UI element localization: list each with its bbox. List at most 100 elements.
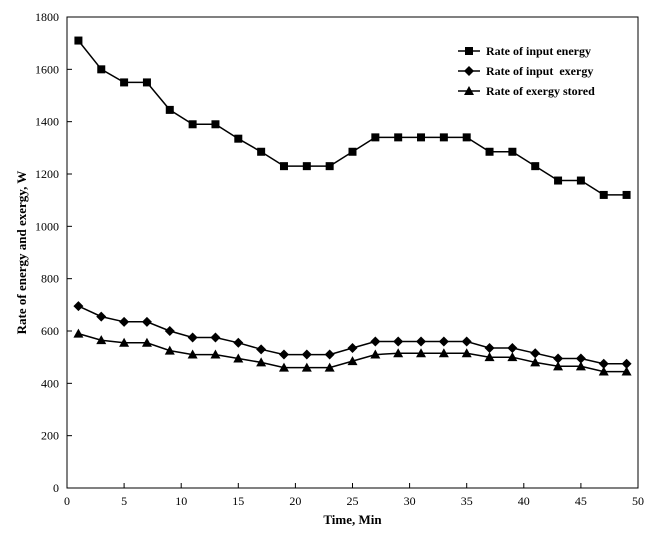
- legend-label: Rate of exergy stored: [486, 84, 595, 98]
- x-tick-label: 20: [289, 494, 301, 508]
- series-3-point: [187, 349, 198, 359]
- y-axis-title: Rate of energy and exergy, W: [14, 171, 29, 335]
- legend-entry-3: Rate of exergy stored: [458, 84, 595, 98]
- series-2-point: [416, 336, 427, 347]
- series-2-point: [73, 301, 84, 312]
- series-1-point: [234, 134, 243, 143]
- series-2-point: [530, 348, 541, 359]
- series-2-point: [256, 344, 267, 355]
- legend-label: Rate of input exergy: [486, 64, 593, 78]
- series-2-point: [438, 336, 449, 347]
- x-tick-label: 0: [64, 494, 70, 508]
- series-2-line: [78, 305, 627, 365]
- series-3-point: [164, 345, 175, 355]
- series-2-point: [233, 337, 244, 348]
- series-2-point: [119, 316, 130, 327]
- series-2-point: [278, 349, 289, 360]
- legend-label: Rate of input energy: [486, 44, 591, 58]
- series-1-point: [622, 190, 631, 199]
- series-3-point: [301, 362, 312, 372]
- series-1-point: [531, 162, 540, 171]
- series-3-point: [575, 361, 586, 371]
- series-1-point: [97, 65, 106, 74]
- series-1-point: [142, 78, 151, 87]
- series-2-point: [370, 336, 381, 347]
- series-2-point: [164, 326, 175, 336]
- y-tick-label: 200: [41, 429, 59, 443]
- series-3-point: [233, 353, 244, 363]
- series-1-point: [257, 147, 266, 156]
- x-tick-label: 10: [175, 494, 187, 508]
- x-tick-label: 15: [232, 494, 244, 508]
- series-3-point: [598, 366, 609, 376]
- y-tick-label: 600: [41, 324, 59, 338]
- y-tick-label: 1200: [35, 167, 59, 181]
- series-1-point: [485, 147, 494, 156]
- series-3-point: [507, 352, 518, 362]
- series-1-point: [462, 133, 471, 142]
- y-tick-label: 400: [41, 376, 59, 390]
- legend-marker: [464, 66, 474, 76]
- series-2: [73, 301, 632, 369]
- series-3-point: [438, 348, 449, 358]
- series-2-point: [621, 358, 632, 369]
- y-tick-label: 1800: [35, 10, 59, 24]
- y-tick-label: 1000: [35, 219, 59, 233]
- series-2-point: [141, 316, 152, 327]
- series-2-point: [598, 358, 609, 369]
- series-3-point: [553, 361, 564, 371]
- series-2-point: [96, 311, 107, 322]
- series-3-point: [210, 349, 221, 359]
- series-3-point: [96, 335, 107, 345]
- series-1-point: [188, 120, 197, 129]
- y-tick-label: 1600: [35, 62, 59, 76]
- series-3-point: [73, 328, 84, 338]
- legend-entry-2: Rate of input exergy: [458, 64, 593, 78]
- series-3-point: [324, 362, 335, 372]
- series-3-point: [256, 357, 267, 367]
- chart-ticks: 0 200 400 600 800 1000 1200 1400 1600 1800 0 5 10 15 2…: [35, 10, 644, 508]
- series-1-point: [439, 133, 448, 142]
- series-1: [74, 36, 631, 199]
- series-3-point: [416, 348, 427, 358]
- legend-marker: [465, 47, 473, 55]
- series-1-point: [576, 176, 585, 185]
- x-tick-label: 35: [461, 494, 473, 508]
- series-2-point: [461, 336, 472, 347]
- series-1-point: [165, 105, 174, 114]
- series-2-point: [210, 332, 221, 343]
- x-tick-label: 5: [121, 494, 127, 508]
- series-3-point: [621, 366, 632, 376]
- chart-legend: Rate of input energy Rate of input exergy…: [458, 44, 595, 98]
- x-tick-label: 40: [518, 494, 530, 508]
- series-3-point: [119, 337, 130, 347]
- series-2-point: [393, 336, 404, 347]
- series-1-point: [74, 36, 83, 45]
- legend-marker: [464, 86, 474, 95]
- series-1-point: [599, 190, 608, 199]
- series-3-point: [370, 349, 381, 359]
- x-tick-label: 50: [632, 494, 644, 508]
- legend-entry-1: Rate of input energy: [458, 44, 591, 58]
- series-3-point: [484, 352, 495, 362]
- series-3-point: [530, 357, 541, 367]
- series-1-point: [302, 162, 311, 171]
- y-tick-label: 800: [41, 272, 59, 286]
- series-1-point: [394, 133, 403, 142]
- series-3: [73, 328, 632, 376]
- y-tick-label: 0: [53, 481, 59, 495]
- series-3-point: [393, 348, 404, 358]
- series-2-point: [324, 349, 335, 360]
- x-tick-label: 30: [404, 494, 416, 508]
- series-2-point: [187, 332, 198, 343]
- series-1-point: [371, 133, 380, 142]
- x-axis-title: Time, Min: [323, 512, 382, 527]
- series-3-point: [278, 362, 289, 372]
- series-2-point: [553, 353, 564, 364]
- series-1-point: [279, 162, 288, 171]
- series-1-point: [211, 120, 220, 129]
- x-tick-label: 45: [575, 494, 587, 508]
- series-2-point: [347, 343, 358, 354]
- series-1-point: [325, 162, 334, 171]
